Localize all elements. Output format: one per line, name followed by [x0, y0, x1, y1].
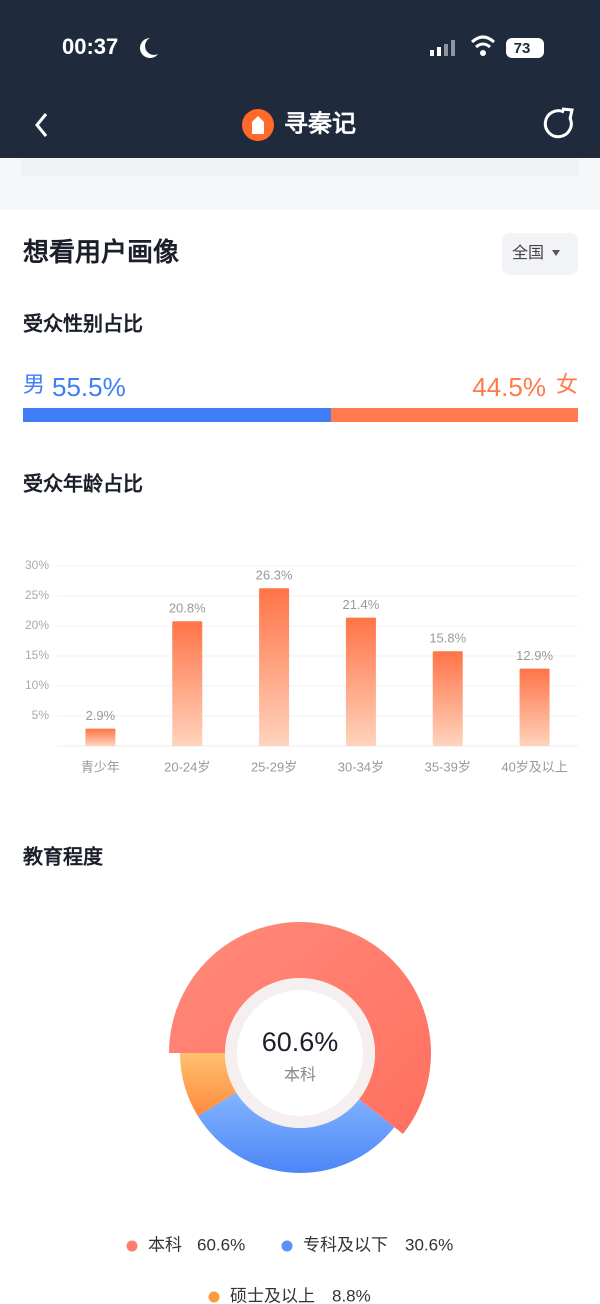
legend-label: 硕士及以上 [230, 1286, 315, 1304]
share-button[interactable] [543, 109, 573, 139]
value-label: 20.8% [169, 601, 206, 616]
center-label: 本科 [284, 1066, 316, 1084]
legend-dot [126, 1240, 138, 1252]
donut-hole [237, 990, 363, 1116]
x-tick-label: 30-34岁 [338, 759, 384, 774]
signal-icon [430, 40, 455, 56]
x-tick-label: 20-24岁 [164, 759, 210, 774]
battery-icon [506, 38, 544, 58]
logo-mark [252, 116, 264, 134]
donut-segment [197, 1092, 395, 1173]
x-tick-label: 35-39岁 [425, 759, 471, 774]
gender-name: 男 [23, 372, 45, 397]
dropdown-arrow [552, 250, 560, 256]
value-label: 15.8% [429, 631, 466, 646]
gender-name: 女 [556, 372, 578, 397]
value-label: 12.9% [516, 648, 553, 663]
donut-segment [169, 922, 431, 1134]
legend-value: 8.8% [332, 1286, 371, 1304]
gender-bar [331, 408, 578, 422]
bar [432, 651, 463, 746]
wifi-icon [470, 35, 496, 49]
y-tick-label: 20% [25, 618, 49, 632]
region-dropdown[interactable] [502, 233, 578, 275]
status-time: 00:37 [62, 34, 118, 59]
legend-label: 专科及以下 [303, 1235, 388, 1254]
age-title: 受众年龄占比 [23, 471, 143, 495]
back-button[interactable] [35, 113, 48, 137]
prev-card [22, 158, 578, 176]
legend-dot [208, 1291, 220, 1303]
value-label: 26.3% [256, 568, 293, 583]
center-value: 60.6% [262, 1027, 339, 1057]
moon-icon [140, 38, 158, 58]
header-bg [0, 0, 600, 158]
region-label: 全国 [512, 244, 544, 262]
donut-segment [180, 1053, 237, 1117]
bar [259, 588, 290, 746]
x-tick-label: 青少年 [81, 759, 120, 774]
gender-value: 44.5% [472, 372, 546, 402]
value-label: 21.4% [342, 597, 379, 612]
y-tick-label: 25% [25, 588, 49, 602]
x-tick-label: 25-29岁 [251, 759, 297, 774]
education-title: 教育程度 [23, 844, 104, 868]
legend-label: 本科 [148, 1235, 182, 1254]
wifi-dot [480, 50, 486, 56]
bar [345, 617, 376, 746]
y-tick-label: 30% [25, 558, 49, 572]
gender-title: 受众性别占比 [23, 311, 143, 335]
battery-level: 73 [514, 40, 531, 57]
section-title: 想看用户画像 [23, 237, 180, 267]
bar [519, 668, 550, 746]
nav-title: 寻秦记 [284, 110, 356, 137]
bar [172, 621, 203, 746]
share-arrow [561, 107, 574, 120]
legend-dot [281, 1240, 293, 1252]
y-tick-label: 10% [25, 678, 49, 692]
bar [85, 728, 116, 746]
x-tick-label: 40岁及以上 [501, 759, 567, 774]
y-tick-label: 15% [25, 648, 49, 662]
y-tick-label: 5% [32, 708, 50, 722]
legend-value: 60.6% [197, 1235, 245, 1254]
value-label: 2.9% [86, 708, 116, 723]
gender-bar [23, 408, 332, 422]
legend-value: 30.6% [405, 1235, 453, 1254]
gender-value: 55.5% [52, 372, 126, 402]
